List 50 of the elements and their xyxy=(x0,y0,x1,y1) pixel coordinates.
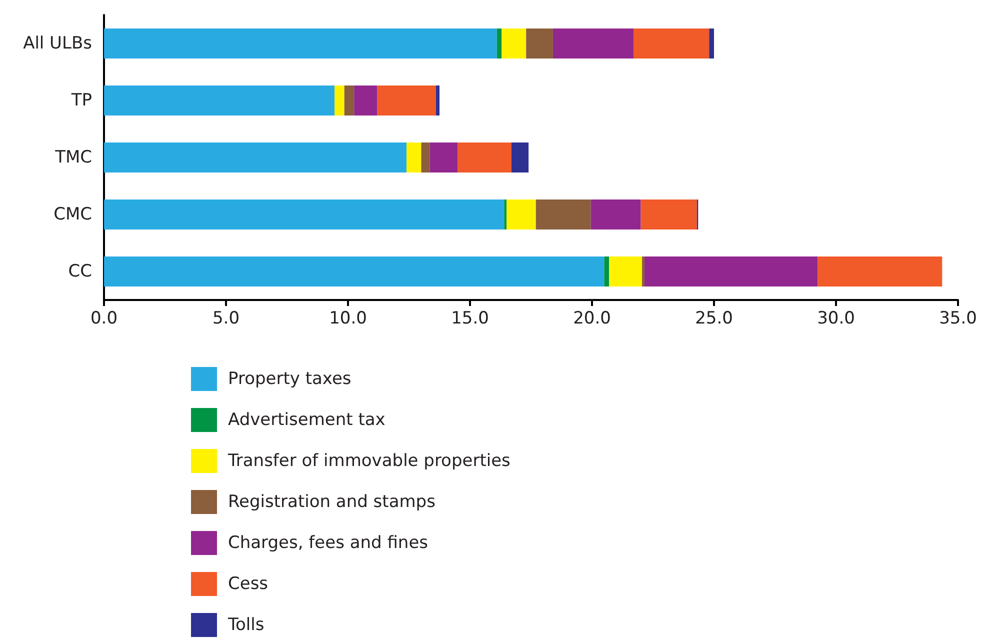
x-tick-label: 20.0 xyxy=(573,308,611,328)
bar xyxy=(344,86,354,116)
x-tick-label: 0.0 xyxy=(90,308,118,328)
y-tick-label: CMC xyxy=(54,204,92,224)
bar xyxy=(430,142,458,172)
x-tick-label: 10.0 xyxy=(329,308,367,328)
x-tick-label: 30.0 xyxy=(817,308,855,328)
y-tick-label: TMC xyxy=(54,148,92,168)
legend-label: Advertisement tax xyxy=(228,410,386,430)
legend-label: Charges, fees and fines xyxy=(228,533,428,553)
bar xyxy=(526,28,553,58)
bar xyxy=(536,200,591,230)
bar xyxy=(104,142,407,172)
x-tick-label: 15.0 xyxy=(451,308,489,328)
bar xyxy=(104,200,504,230)
bar xyxy=(334,86,344,116)
x-tick-label: 35.0 xyxy=(939,308,977,328)
bar xyxy=(421,142,430,172)
legend-label: Registration and stamps xyxy=(228,492,436,512)
bar xyxy=(406,142,422,172)
bar xyxy=(458,142,512,172)
legend-label: Property taxes xyxy=(228,369,352,389)
x-tick-label: 5.0 xyxy=(212,308,240,328)
bar xyxy=(502,28,526,58)
bar xyxy=(104,86,335,116)
legend-label: Cess xyxy=(228,574,268,594)
bar xyxy=(604,256,610,286)
bar xyxy=(709,28,714,58)
bar xyxy=(104,256,604,286)
bar xyxy=(504,200,507,230)
bar xyxy=(436,86,440,116)
y-tick-label: TP xyxy=(70,90,92,110)
y-tick-label: All ULBs xyxy=(23,34,92,54)
legend-label: Tolls xyxy=(227,615,264,635)
bar xyxy=(496,28,502,58)
bar xyxy=(644,256,818,286)
bar xyxy=(633,28,710,58)
bar xyxy=(354,86,378,116)
bar xyxy=(818,256,942,286)
bar xyxy=(640,200,697,230)
x-tick-label: 25.0 xyxy=(695,308,733,328)
legend-label: Transfer of immovable properties xyxy=(227,451,511,471)
bar xyxy=(104,28,497,58)
y-tick-label: CC xyxy=(68,262,92,282)
bar xyxy=(377,86,436,116)
bar xyxy=(552,28,634,58)
bar xyxy=(506,200,536,230)
bar xyxy=(609,256,642,286)
bar xyxy=(590,200,641,230)
bar xyxy=(511,142,529,172)
